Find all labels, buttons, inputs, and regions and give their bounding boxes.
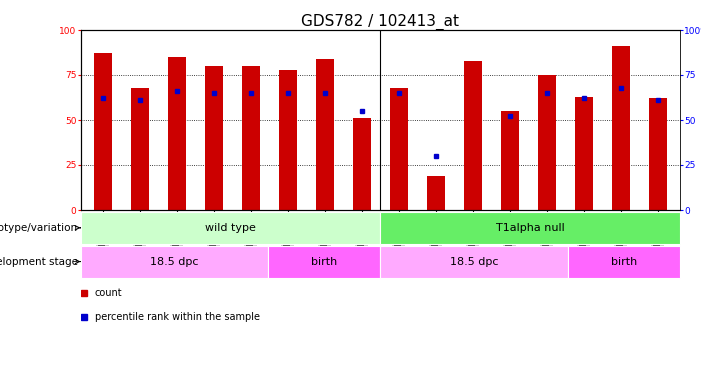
Bar — [648, 98, 667, 210]
Bar — [268, 246, 381, 278]
Bar — [568, 246, 680, 278]
Text: birth: birth — [311, 256, 337, 267]
Bar — [93, 53, 112, 210]
Bar — [315, 59, 334, 210]
Bar — [611, 46, 630, 210]
Text: 18.5 dpc: 18.5 dpc — [450, 256, 498, 267]
Bar — [381, 212, 680, 244]
Bar — [278, 70, 297, 210]
Bar — [205, 66, 223, 210]
Bar — [501, 111, 519, 210]
Bar — [381, 246, 568, 278]
Bar — [130, 88, 149, 210]
Bar — [81, 212, 381, 244]
Bar — [242, 66, 260, 210]
Bar — [353, 118, 371, 210]
Title: GDS782 / 102413_at: GDS782 / 102413_at — [301, 14, 459, 30]
Bar — [575, 97, 593, 210]
Bar — [168, 57, 186, 210]
Bar — [463, 61, 482, 210]
Text: genotype/variation: genotype/variation — [0, 223, 81, 233]
Text: 18.5 dpc: 18.5 dpc — [150, 256, 198, 267]
Bar — [426, 176, 445, 210]
Bar — [538, 75, 556, 210]
Text: T1alpha null: T1alpha null — [496, 223, 564, 233]
Bar — [390, 88, 408, 210]
Text: birth: birth — [611, 256, 637, 267]
Text: percentile rank within the sample: percentile rank within the sample — [95, 312, 260, 322]
Text: wild type: wild type — [205, 223, 256, 233]
Bar — [81, 246, 268, 278]
Text: development stage: development stage — [0, 256, 81, 267]
Text: count: count — [95, 288, 123, 297]
